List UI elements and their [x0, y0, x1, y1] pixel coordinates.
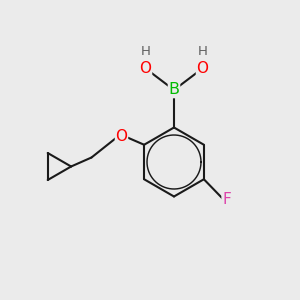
Text: O: O [116, 129, 128, 144]
Text: F: F [222, 192, 231, 207]
Text: H: H [141, 45, 150, 58]
Text: H: H [198, 45, 207, 58]
Text: B: B [169, 82, 179, 98]
Text: O: O [196, 61, 208, 76]
Text: O: O [140, 61, 152, 76]
